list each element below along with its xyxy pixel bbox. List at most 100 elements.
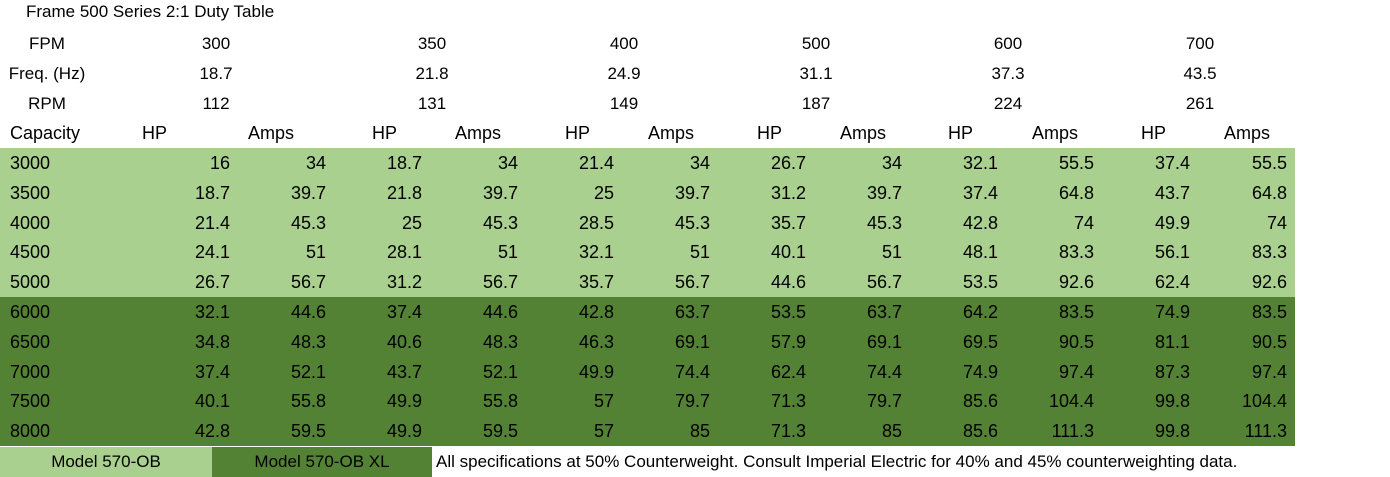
hp-cell: 74.9 <box>962 361 998 382</box>
hp-cell: 37.4 <box>386 301 422 322</box>
amps-cell: 74.4 <box>674 361 710 382</box>
amps-cell: 83.5 <box>1058 301 1094 322</box>
amps-cell: 104.4 <box>1241 391 1287 412</box>
amps-cell: 56.7 <box>866 272 902 293</box>
hp-header: HP <box>948 123 974 143</box>
hp-cell: 18.7 <box>386 153 422 173</box>
hp-cell: 26.7 <box>770 153 806 173</box>
amps-cell: 39.7 <box>290 182 326 203</box>
amps-cell: 83.3 <box>1058 242 1094 263</box>
hp-cell: 57.9 <box>770 331 806 352</box>
model-570-ob-label: Model 570-OB <box>0 447 212 477</box>
table-row: 6500 34.8 48.3 40.6 48.3 46.3 69.1 57.9 69.1 69.5… <box>0 326 1295 357</box>
hp-cell: 28.5 <box>578 212 614 233</box>
hp-cell: 21.4 <box>578 153 614 173</box>
amps-cell: 83.5 <box>1251 301 1287 322</box>
amps-cell: 51 <box>689 242 710 263</box>
hp-cell: 46.3 <box>578 331 614 352</box>
hp-cell: 74.9 <box>1154 301 1190 322</box>
fpm-row: FPM 300 350 400 500 600 700 <box>0 28 1390 58</box>
freq-value: 21.8 <box>415 64 449 83</box>
fpm-value: 500 <box>801 34 831 53</box>
specification-note: All specifications at 50% Counterweight.… <box>436 452 1238 471</box>
hp-cell: 32.1 <box>578 242 614 263</box>
hp-cell: 35.7 <box>770 212 806 233</box>
amps-cell: 45.3 <box>482 212 518 233</box>
table-row: 6000 32.1 44.6 37.4 44.6 42.8 63.7 53.5 63.7 64.2… <box>0 296 1295 327</box>
hp-cell: 43.7 <box>1154 182 1190 203</box>
hp-cell: 53.5 <box>770 301 806 322</box>
hp-cell: 64.2 <box>962 301 998 322</box>
amps-header: Amps <box>455 123 502 143</box>
hp-cell: 25 <box>401 212 422 233</box>
amps-header: Amps <box>248 123 295 143</box>
table-row: 8000 42.8 59.5 49.9 59.5 57 85 71.3 85 85.6 111.3 9… <box>0 416 1295 446</box>
amps-cell: 69.1 <box>674 331 710 352</box>
hp-cell: 37.4 <box>194 361 230 382</box>
hp-cell: 62.4 <box>1154 272 1190 293</box>
hp-cell: 81.1 <box>1154 331 1190 352</box>
amps-header: Amps <box>1032 123 1079 143</box>
hp-cell: 21.8 <box>386 182 422 203</box>
fpm-value: 400 <box>609 34 639 53</box>
hp-cell: 56.1 <box>1154 242 1190 263</box>
hp-cell: 85.6 <box>962 391 998 412</box>
table-row: 7000 37.4 52.1 43.7 52.1 49.9 74.4 62.4 74.4 74.9… <box>0 356 1295 387</box>
capacity-cell: 8000 <box>10 421 51 442</box>
amps-cell: 90.5 <box>1058 331 1094 352</box>
amps-cell: 74 <box>1266 212 1287 233</box>
capacity-header: Capacity <box>10 123 81 143</box>
amps-cell: 97.4 <box>1058 361 1094 382</box>
amps-cell: 48.3 <box>290 331 326 352</box>
hp-cell: 57 <box>593 391 614 412</box>
amps-cell: 39.7 <box>866 182 902 203</box>
amps-cell: 44.6 <box>290 301 326 322</box>
hp-cell: 18.7 <box>194 182 230 203</box>
hp-cell: 31.2 <box>386 272 422 293</box>
fpm-label: FPM <box>29 34 65 53</box>
amps-cell: 55.5 <box>1251 153 1287 173</box>
hp-cell: 71.3 <box>770 391 806 412</box>
rpm-value: 112 <box>202 94 230 113</box>
amps-cell: 69.1 <box>866 331 902 352</box>
amps-cell: 56.7 <box>290 272 326 293</box>
capacity-cell: 4000 <box>10 212 51 233</box>
amps-cell: 64.8 <box>1251 182 1287 203</box>
capacity-cell: 3000 <box>10 153 51 173</box>
rpm-value: 224 <box>993 94 1023 113</box>
amps-cell: 83.3 <box>1251 242 1287 263</box>
amps-cell: 63.7 <box>866 301 902 322</box>
hp-cell: 87.3 <box>1154 361 1190 382</box>
amps-cell: 51 <box>497 242 518 263</box>
amps-cell: 74.4 <box>866 361 902 382</box>
hp-cell: 99.8 <box>1154 391 1190 412</box>
amps-header: Amps <box>840 123 887 143</box>
capacity-cell: 7500 <box>10 391 51 412</box>
amps-cell: 34 <box>497 153 518 173</box>
hp-header: HP <box>142 123 168 143</box>
hp-cell: 49.9 <box>386 421 422 442</box>
amps-cell: 34 <box>689 153 710 173</box>
fpm-value: 600 <box>993 34 1023 53</box>
freq-row: Freq. (Hz) 18.7 21.8 24.9 31.1 37.3 43.5 <box>0 58 1390 88</box>
amps-cell: 44.6 <box>482 301 518 322</box>
amps-cell: 39.7 <box>674 182 710 203</box>
fpm-value: 300 <box>201 34 231 53</box>
amps-cell: 55.5 <box>1058 153 1094 173</box>
amps-cell: 111.3 <box>1244 421 1287 442</box>
amps-cell: 90.5 <box>1251 331 1287 352</box>
duty-table: 3000 16 34 18.7 34 21.4 34 26.7 34 32.1 55.5 37.4 55… <box>0 148 1295 446</box>
hp-cell: 40.1 <box>194 391 230 412</box>
amps-cell: 97.4 <box>1251 361 1287 382</box>
hp-cell: 24.1 <box>194 242 230 263</box>
hp-header: HP <box>1141 123 1167 143</box>
model-570-ob-xl-label: Model 570-OB XL <box>212 447 432 477</box>
table-row: 4000 21.4 45.3 25 45.3 28.5 45.3 35.7 45.3 42.8 74… <box>0 207 1295 238</box>
amps-cell: 56.7 <box>482 272 518 293</box>
amps-cell: 39.7 <box>482 182 518 203</box>
hp-cell: 37.4 <box>1154 153 1190 173</box>
amps-cell: 92.6 <box>1058 272 1094 293</box>
amps-cell: 45.3 <box>290 212 326 233</box>
hp-cell: 34.8 <box>194 331 230 352</box>
amps-cell: 111.3 <box>1051 421 1094 442</box>
